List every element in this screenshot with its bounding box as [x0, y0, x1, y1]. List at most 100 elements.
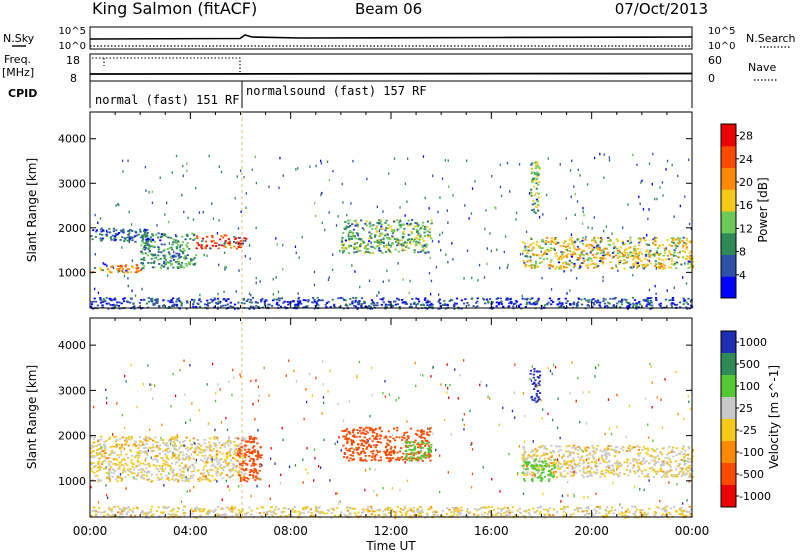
heatmap-cell — [379, 239, 382, 241]
heatmap-cell — [662, 470, 665, 473]
heatmap-cell — [385, 227, 388, 229]
heatmap-cell — [612, 465, 615, 468]
heatmap-cell — [378, 450, 381, 453]
heatmap-cell — [227, 440, 230, 443]
heatmap-cell — [140, 267, 143, 270]
heatmap-cell — [603, 460, 606, 463]
heatmap-cell — [271, 304, 274, 307]
heatmap-cell — [412, 456, 415, 459]
heatmap-cell — [173, 448, 176, 450]
heatmap-cell — [666, 476, 669, 478]
heatmap-cell — [130, 237, 134, 239]
heatmap-cell — [379, 459, 382, 462]
heatmap-cell — [453, 302, 456, 305]
heatmap-cell — [571, 240, 574, 243]
heatmap-cell — [358, 237, 361, 240]
heatmap-cell — [685, 468, 688, 471]
heatmap-cell — [529, 244, 532, 247]
heatmap-cell — [536, 390, 539, 392]
heatmap-cell — [137, 457, 140, 459]
heatmap-cell — [647, 243, 650, 246]
heatmap-cell — [439, 302, 442, 305]
heatmap-cell — [622, 449, 625, 452]
heatmap-cell — [685, 242, 688, 245]
heatmap-cell — [583, 297, 586, 300]
heatmap-cell — [541, 238, 544, 241]
heatmap-cell — [653, 463, 656, 466]
heatmap-cell — [211, 236, 214, 238]
heatmap-cell — [226, 242, 229, 245]
heatmap-cell — [670, 305, 674, 308]
heatmap-cell — [165, 442, 168, 445]
heatmap-cell — [688, 252, 691, 254]
heatmap-cell — [211, 469, 214, 471]
heatmap-cell — [591, 450, 594, 453]
heatmap-speckle — [507, 263, 509, 267]
heatmap-cell — [689, 513, 692, 515]
heatmap-cell — [639, 240, 642, 242]
heatmap-cell — [204, 464, 207, 467]
heatmap-cell — [253, 445, 256, 448]
heatmap-cell — [567, 243, 570, 245]
heatmap-cell — [578, 267, 581, 270]
heatmap-cell — [595, 510, 598, 512]
heatmap-cell — [248, 452, 251, 454]
heatmap-cell — [530, 188, 533, 191]
heatmap-cell — [605, 461, 608, 464]
heatmap-speckle — [474, 180, 476, 183]
heatmap-speckle — [563, 270, 565, 273]
heatmap-cell — [562, 261, 565, 264]
heatmap-cell — [589, 263, 593, 266]
heatmap-cell — [550, 464, 553, 467]
nsky-trace — [89, 34, 693, 40]
heatmap-cell — [620, 303, 624, 306]
heatmap-speckle — [602, 279, 604, 282]
heatmap-cell — [537, 467, 540, 469]
heatmap-cell — [150, 257, 153, 260]
heatmap-cell — [125, 440, 128, 442]
heatmap-speckle — [489, 232, 491, 235]
heatmap-cell — [190, 470, 193, 473]
heatmap-cell — [387, 247, 390, 250]
heatmap-cell — [689, 467, 693, 470]
heatmap-cell — [366, 438, 369, 441]
heatmap-cell — [676, 465, 679, 468]
heatmap-cell — [423, 231, 426, 234]
heatmap-cell — [527, 264, 530, 267]
heatmap-cell — [532, 253, 535, 255]
heatmap-cell — [416, 433, 419, 436]
heatmap-cell — [672, 299, 675, 302]
heatmap-cell — [540, 467, 543, 470]
heatmap-cell — [570, 241, 573, 244]
heatmap-cell — [144, 463, 147, 466]
heatmap-cell — [417, 459, 420, 462]
heatmap-cell — [142, 236, 145, 238]
heatmap-cell — [616, 247, 619, 250]
heatmap-cell — [182, 266, 185, 269]
heatmap-cell — [616, 460, 619, 463]
heatmap-cell — [670, 260, 673, 262]
heatmap-cell — [388, 451, 391, 454]
heatmap-cell — [234, 466, 237, 469]
heatmap-cell — [652, 253, 656, 256]
heatmap-cell — [115, 514, 118, 517]
heatmap-cell — [415, 240, 418, 243]
heatmap-cell — [567, 253, 570, 255]
heatmap-speckle — [159, 176, 161, 179]
heatmap-cell — [185, 456, 188, 459]
heatmap-cell — [213, 242, 216, 244]
heatmap-speckle — [181, 193, 183, 197]
heatmap-cell — [348, 450, 351, 452]
heatmap-cell — [165, 444, 168, 447]
heatmap-cell — [169, 440, 172, 442]
heatmap-cell — [122, 458, 125, 460]
heatmap-cell — [636, 470, 639, 473]
heatmap-cell — [192, 258, 195, 261]
heatmap-cell — [224, 246, 227, 248]
heatmap-cell — [252, 305, 255, 308]
heatmap-cell — [160, 466, 163, 469]
heatmap-cell — [214, 466, 217, 469]
heatmap-cell — [539, 474, 542, 477]
heatmap-cell — [266, 510, 269, 513]
heatmap-cell — [608, 254, 612, 257]
